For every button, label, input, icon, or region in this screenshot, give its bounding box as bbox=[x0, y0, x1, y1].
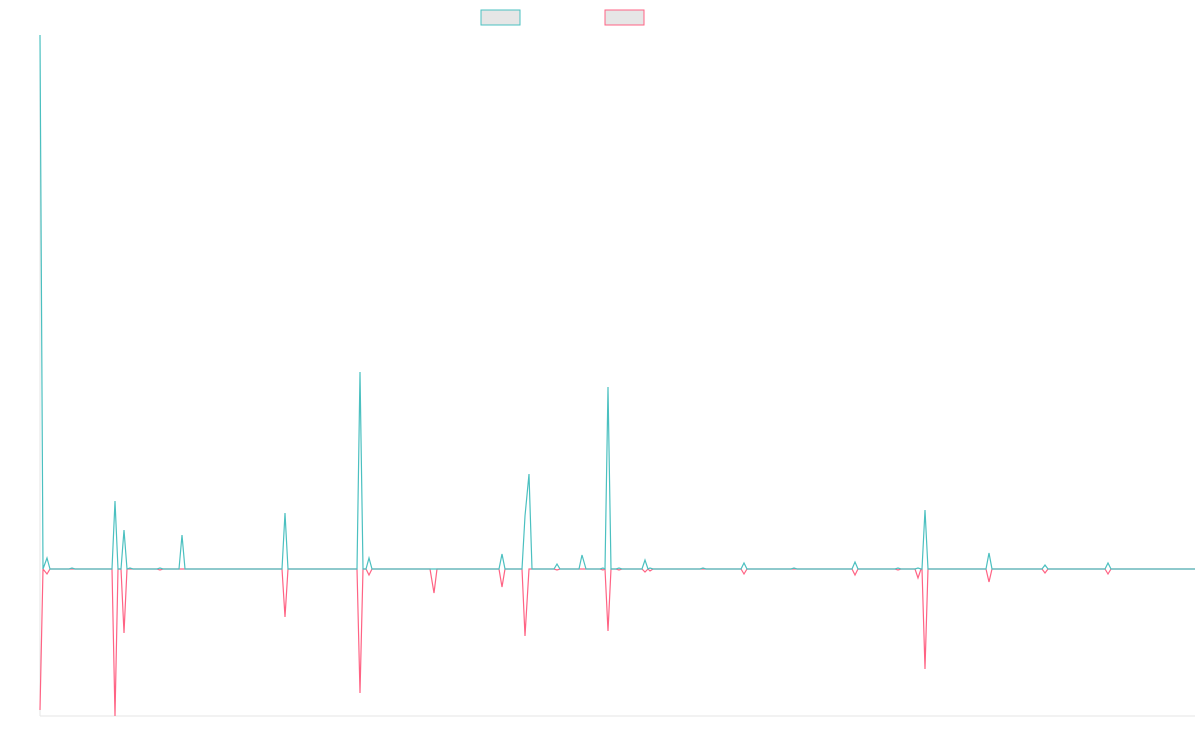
legend-swatch[interactable] bbox=[480, 9, 521, 26]
series-line bbox=[39, 567, 1195, 717]
series-line bbox=[39, 34, 1195, 570]
legend-swatch[interactable] bbox=[604, 9, 645, 26]
